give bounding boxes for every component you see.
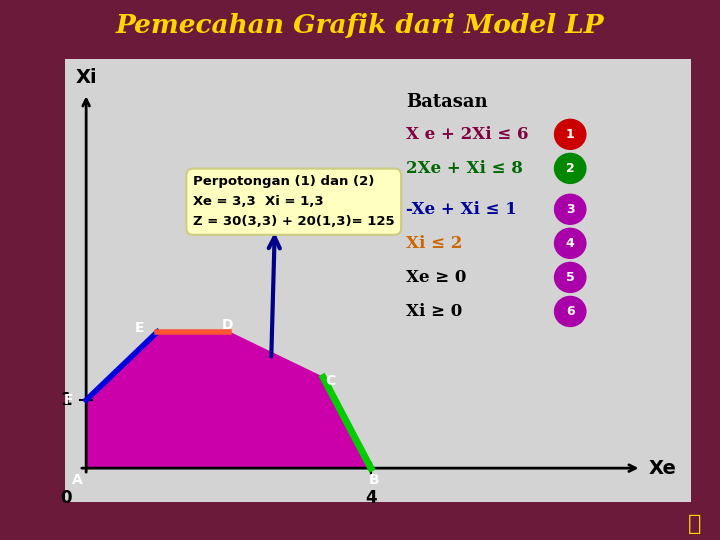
Text: C: C [325,374,336,388]
Circle shape [554,194,586,224]
Text: 5: 5 [566,271,575,284]
Text: Xi ≤ 2: Xi ≤ 2 [407,235,463,252]
Circle shape [554,296,586,327]
Text: 1: 1 [60,391,72,409]
Text: Batasan: Batasan [407,93,488,111]
Text: A: A [72,474,83,488]
Text: F: F [63,393,73,407]
Text: 🙂: 🙂 [688,514,701,534]
Circle shape [554,119,586,150]
Text: 4: 4 [566,237,575,250]
Text: D: D [221,318,233,332]
Text: Pemecahan Grafik dari Model LP: Pemecahan Grafik dari Model LP [116,14,604,38]
Text: 6: 6 [566,305,575,318]
Text: Xe ≥ 0: Xe ≥ 0 [407,269,467,286]
Text: Perpotongan (1) dan (2)
Xe = 3,3  Xi = 1,3
Z = 30(3,3) + 20(1,3)= 125: Perpotongan (1) dan (2) Xe = 3,3 Xi = 1,… [193,175,395,228]
Text: 0: 0 [60,489,72,507]
Circle shape [554,153,586,184]
Polygon shape [86,332,371,468]
Circle shape [554,228,586,258]
Text: 3: 3 [566,203,575,216]
Circle shape [554,262,586,292]
Text: -Xe + Xi ≤ 1: -Xe + Xi ≤ 1 [407,201,517,218]
Text: 2: 2 [566,162,575,175]
Text: E: E [135,321,144,335]
Text: 4: 4 [365,489,377,507]
Text: Xi: Xi [76,68,97,86]
Text: X e + 2Xi ≤ 6: X e + 2Xi ≤ 6 [407,126,529,143]
Text: B: B [369,474,379,488]
Text: Xe: Xe [649,458,676,478]
Text: 2Xe + Xi ≤ 8: 2Xe + Xi ≤ 8 [407,160,523,177]
Text: Xi ≥ 0: Xi ≥ 0 [407,303,463,320]
Text: 1: 1 [566,128,575,141]
